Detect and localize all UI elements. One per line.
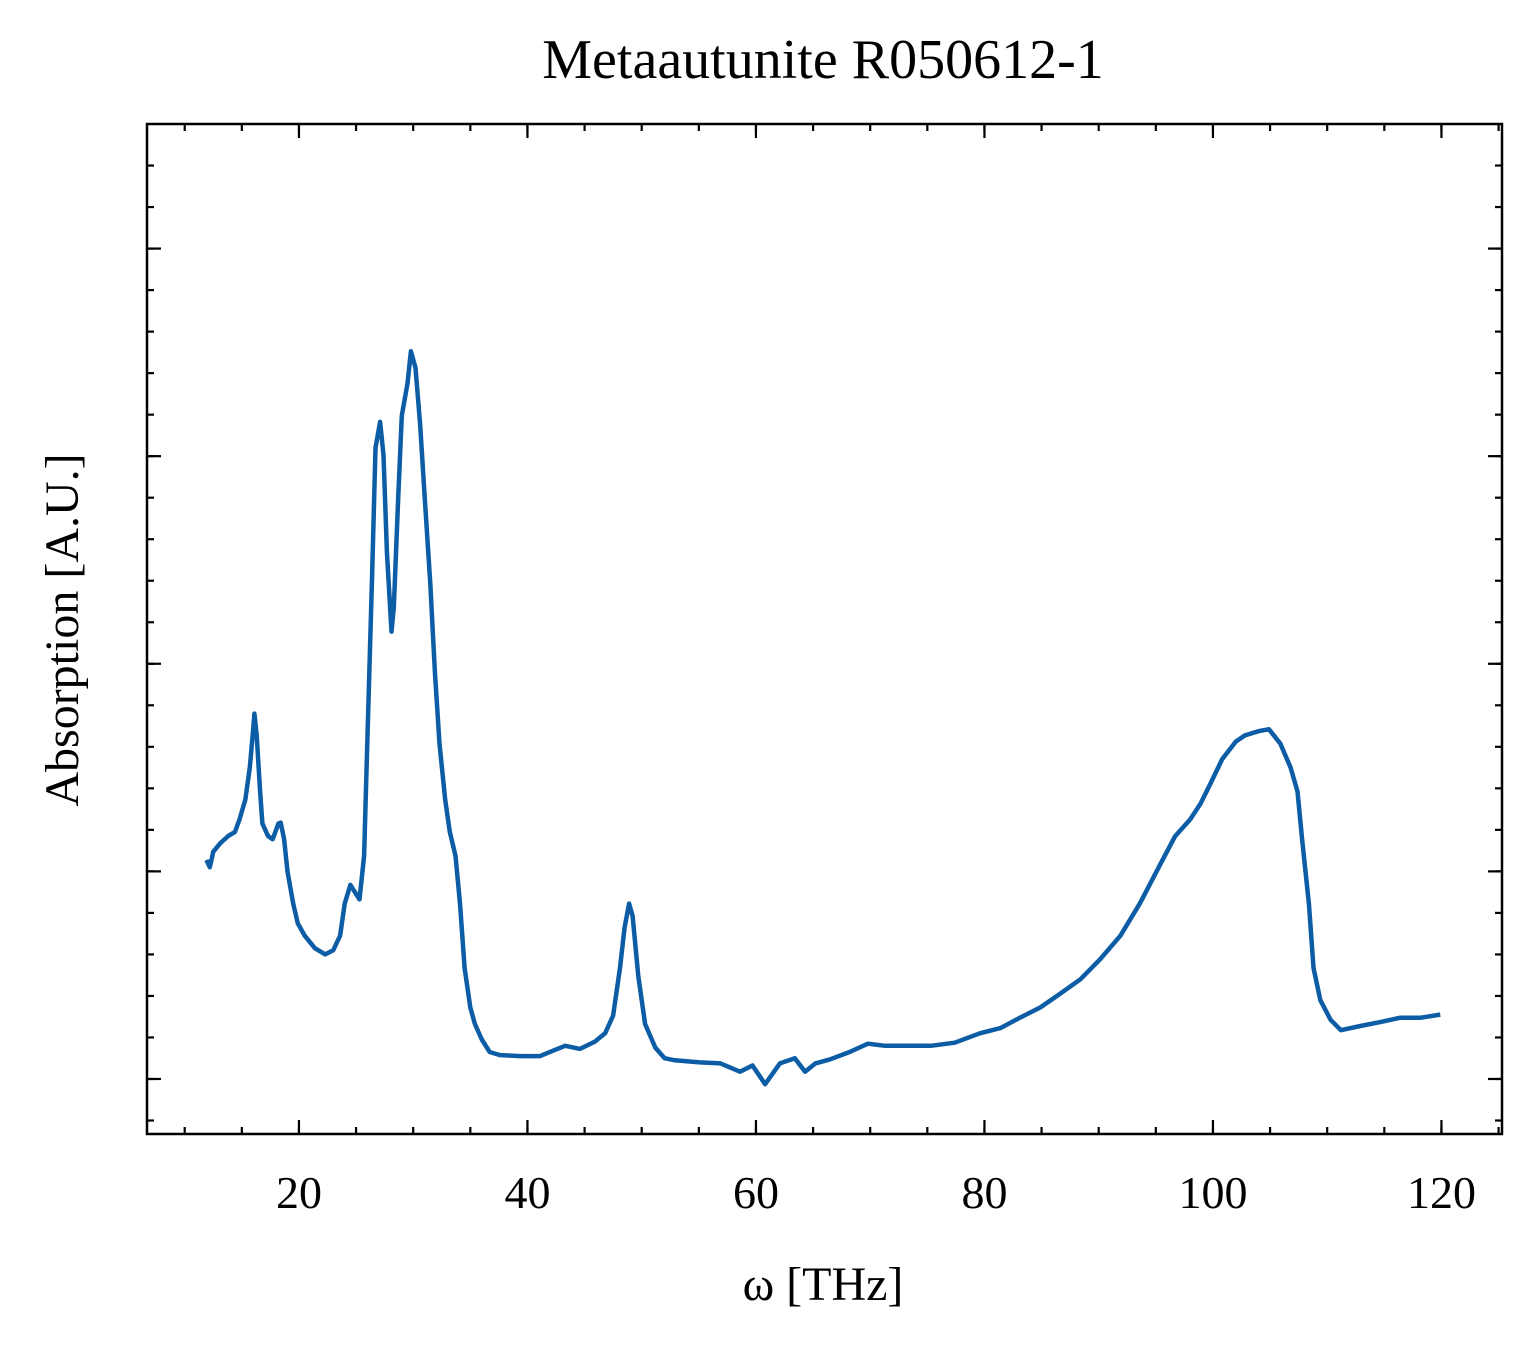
x-tick-label: 100 xyxy=(1178,1167,1247,1218)
x-axis-label: ω [THz] xyxy=(743,1258,904,1311)
x-tick-label: 40 xyxy=(504,1167,550,1218)
y-axis-label: Absorption [A.U.] xyxy=(36,453,89,806)
data-line xyxy=(204,349,1441,1087)
chart-title: Metaautunite R050612-1 xyxy=(542,29,1103,91)
x-tick-label: 20 xyxy=(276,1167,322,1218)
x-tick-label: 60 xyxy=(733,1167,779,1218)
x-tick-label: 120 xyxy=(1407,1167,1476,1218)
plot-frame xyxy=(145,122,1504,1136)
x-tick-label: 80 xyxy=(961,1167,1007,1218)
